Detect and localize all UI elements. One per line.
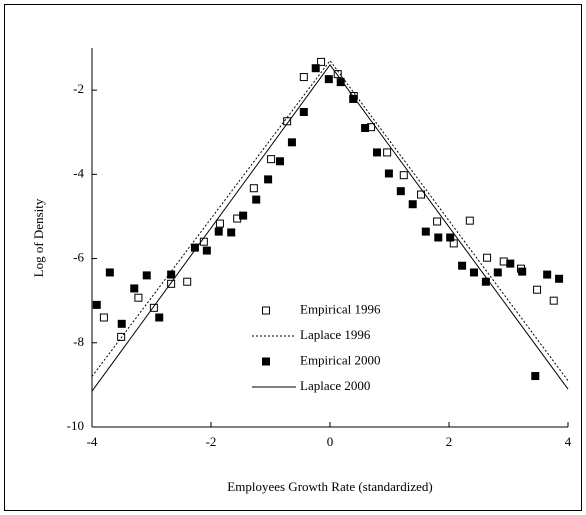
legend-label: Laplace 1996 xyxy=(300,327,371,342)
data-point xyxy=(518,267,527,276)
x-tick-label: 2 xyxy=(446,434,453,449)
data-point xyxy=(549,296,558,305)
data-point xyxy=(396,187,405,196)
legend-label: Laplace 2000 xyxy=(300,378,370,393)
data-point xyxy=(142,271,151,280)
x-tick-label: 0 xyxy=(327,434,334,449)
data-point xyxy=(361,124,370,133)
data-point xyxy=(317,57,326,66)
data-point xyxy=(99,313,108,322)
data-point xyxy=(399,171,408,180)
data-point xyxy=(267,155,276,164)
y-tick-label: -2 xyxy=(73,81,84,96)
data-point xyxy=(92,300,101,309)
data-point xyxy=(299,73,308,82)
legend-marker xyxy=(262,357,270,366)
data-point xyxy=(458,261,467,270)
data-point xyxy=(373,148,382,157)
data-point xyxy=(227,228,236,237)
data-point xyxy=(167,279,176,288)
data-point xyxy=(481,277,490,286)
data-point xyxy=(249,184,258,193)
data-point xyxy=(465,216,474,225)
data-point xyxy=(276,157,285,166)
legend-marker xyxy=(262,306,270,315)
legend-label: Empirical 1996 xyxy=(300,301,381,316)
x-tick-label: -2 xyxy=(206,434,217,449)
data-point xyxy=(434,233,443,242)
data-point xyxy=(149,303,158,312)
y-tick-label: -6 xyxy=(73,250,84,265)
data-point xyxy=(105,268,114,277)
y-tick-label: -10 xyxy=(67,418,84,433)
data-point xyxy=(117,319,126,328)
data-point xyxy=(493,268,502,277)
data-point xyxy=(155,313,164,322)
data-point xyxy=(239,211,248,220)
data-point xyxy=(446,233,455,242)
data-point xyxy=(167,270,176,279)
data-point xyxy=(252,195,261,204)
data-point xyxy=(215,219,224,228)
data-point xyxy=(117,332,126,341)
data-point xyxy=(506,259,515,268)
data-point xyxy=(543,270,552,279)
data-point xyxy=(134,293,143,302)
x-axis-label: Employees Growth Rate (standardized) xyxy=(227,479,432,494)
data-point xyxy=(214,227,223,236)
data-point xyxy=(531,372,540,381)
data-point xyxy=(499,257,508,266)
data-point xyxy=(483,253,492,262)
data-point xyxy=(311,64,320,73)
data-point xyxy=(555,274,564,283)
y-axis-label: Log of Density xyxy=(31,198,46,277)
data-point xyxy=(299,108,308,117)
data-point xyxy=(433,217,442,226)
legend-label: Empirical 2000 xyxy=(300,352,381,367)
data-point xyxy=(408,200,417,209)
y-tick-label: -8 xyxy=(73,334,84,349)
data-point xyxy=(349,94,358,103)
data-point xyxy=(384,169,393,178)
data-point xyxy=(190,243,199,252)
data-point xyxy=(383,148,392,157)
data-point xyxy=(417,190,426,199)
data-point xyxy=(202,246,211,255)
y-tick-label: -4 xyxy=(73,165,84,180)
figure-border xyxy=(4,4,582,511)
data-point xyxy=(421,227,430,236)
data-point xyxy=(287,138,296,147)
data-point xyxy=(130,284,139,293)
data-point xyxy=(469,268,478,277)
data-point xyxy=(183,277,192,286)
x-tick-label: 4 xyxy=(565,434,572,449)
data-point xyxy=(264,175,273,184)
data-line xyxy=(91,59,569,381)
data-line xyxy=(91,63,569,392)
data-point xyxy=(533,285,542,294)
data-point xyxy=(324,75,333,84)
x-tick-label: -4 xyxy=(87,434,98,449)
